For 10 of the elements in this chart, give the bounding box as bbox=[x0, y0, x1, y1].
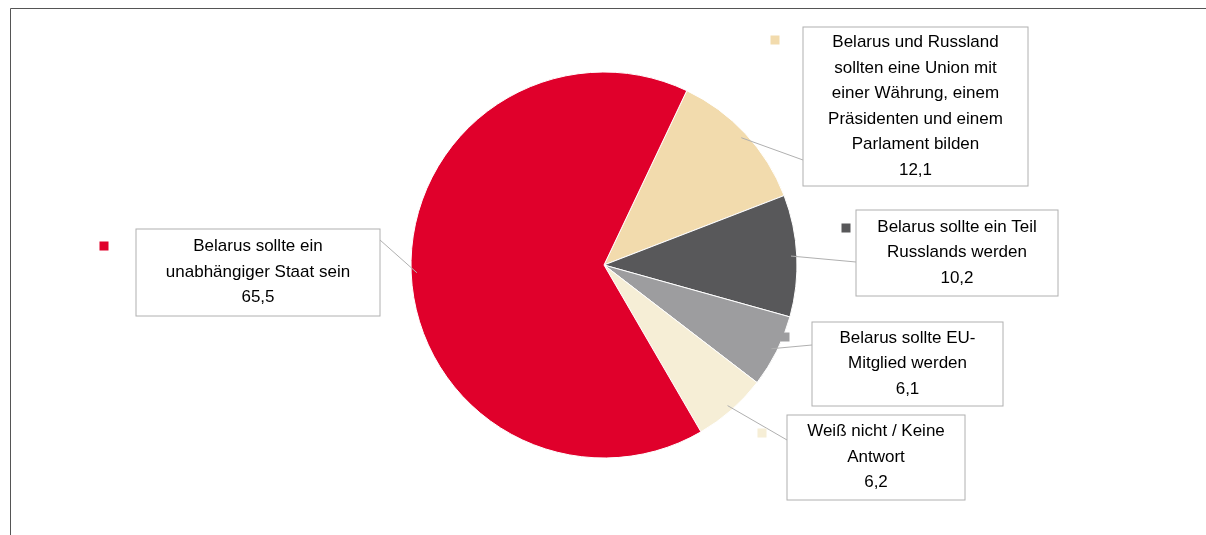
slice-label: Belarus sollte ein unabhängiger Staat sein bbox=[165, 236, 351, 281]
legend-label: Belarus sollte ein Teil Russlands werden bbox=[877, 216, 1037, 262]
data-label: 12,1 bbox=[898, 159, 933, 179]
data-label: 65,5 bbox=[241, 287, 275, 307]
slice-label: Belarus sollte EU-Mitglied werden bbox=[839, 327, 976, 373]
data-label: 6,1 bbox=[895, 378, 920, 398]
data-label: 10,2 bbox=[940, 267, 974, 287]
data-label: 6,2 bbox=[864, 472, 888, 492]
legend-label: Weiß nicht / Keine Antwort bbox=[807, 421, 945, 466]
slice-label: Belarus und Russland sollten eine Union mit einer Währung, einem Präsidenten und einem Parlament bilden bbox=[828, 32, 1003, 154]
